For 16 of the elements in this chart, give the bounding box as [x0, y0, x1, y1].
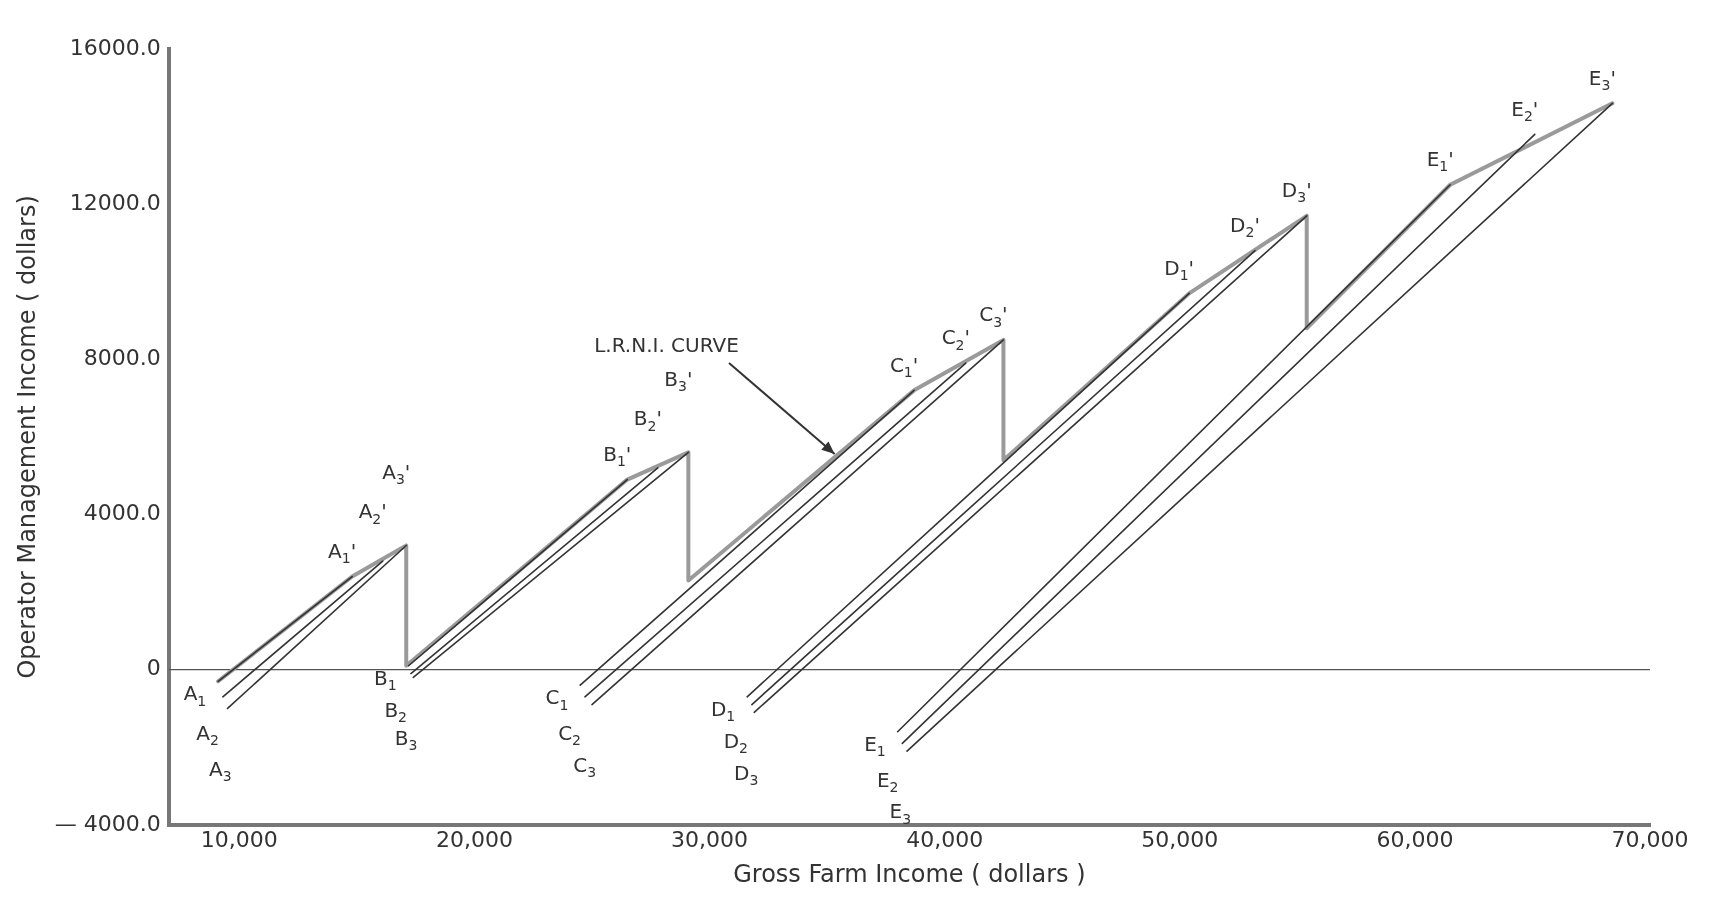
x-tick-label: 40,000	[906, 826, 984, 852]
x-tick-label: 30,000	[671, 826, 749, 852]
y-tick-label: — 4000.0	[54, 810, 161, 836]
y-tick-label: 16000.0	[69, 34, 161, 60]
x-tick-label: 50,000	[1141, 826, 1219, 852]
y-tick-label: 12000.0	[69, 189, 161, 215]
y-tick-label: 8000.0	[83, 345, 161, 371]
x-tick-label: 70,000	[1611, 826, 1689, 852]
annotation: L.R.N.I. CURVE	[594, 332, 739, 357]
y-tick-label: 0	[146, 655, 161, 681]
x-tick-label: 60,000	[1376, 826, 1454, 852]
x-axis-title: Gross Farm Income ( dollars )	[733, 859, 1086, 888]
y-tick-label: 4000.0	[83, 500, 161, 526]
y-axis-title: Operator Management Income ( dollars)	[12, 195, 41, 679]
x-tick-label: 10,000	[200, 826, 278, 852]
x-tick-label: 20,000	[435, 826, 513, 852]
